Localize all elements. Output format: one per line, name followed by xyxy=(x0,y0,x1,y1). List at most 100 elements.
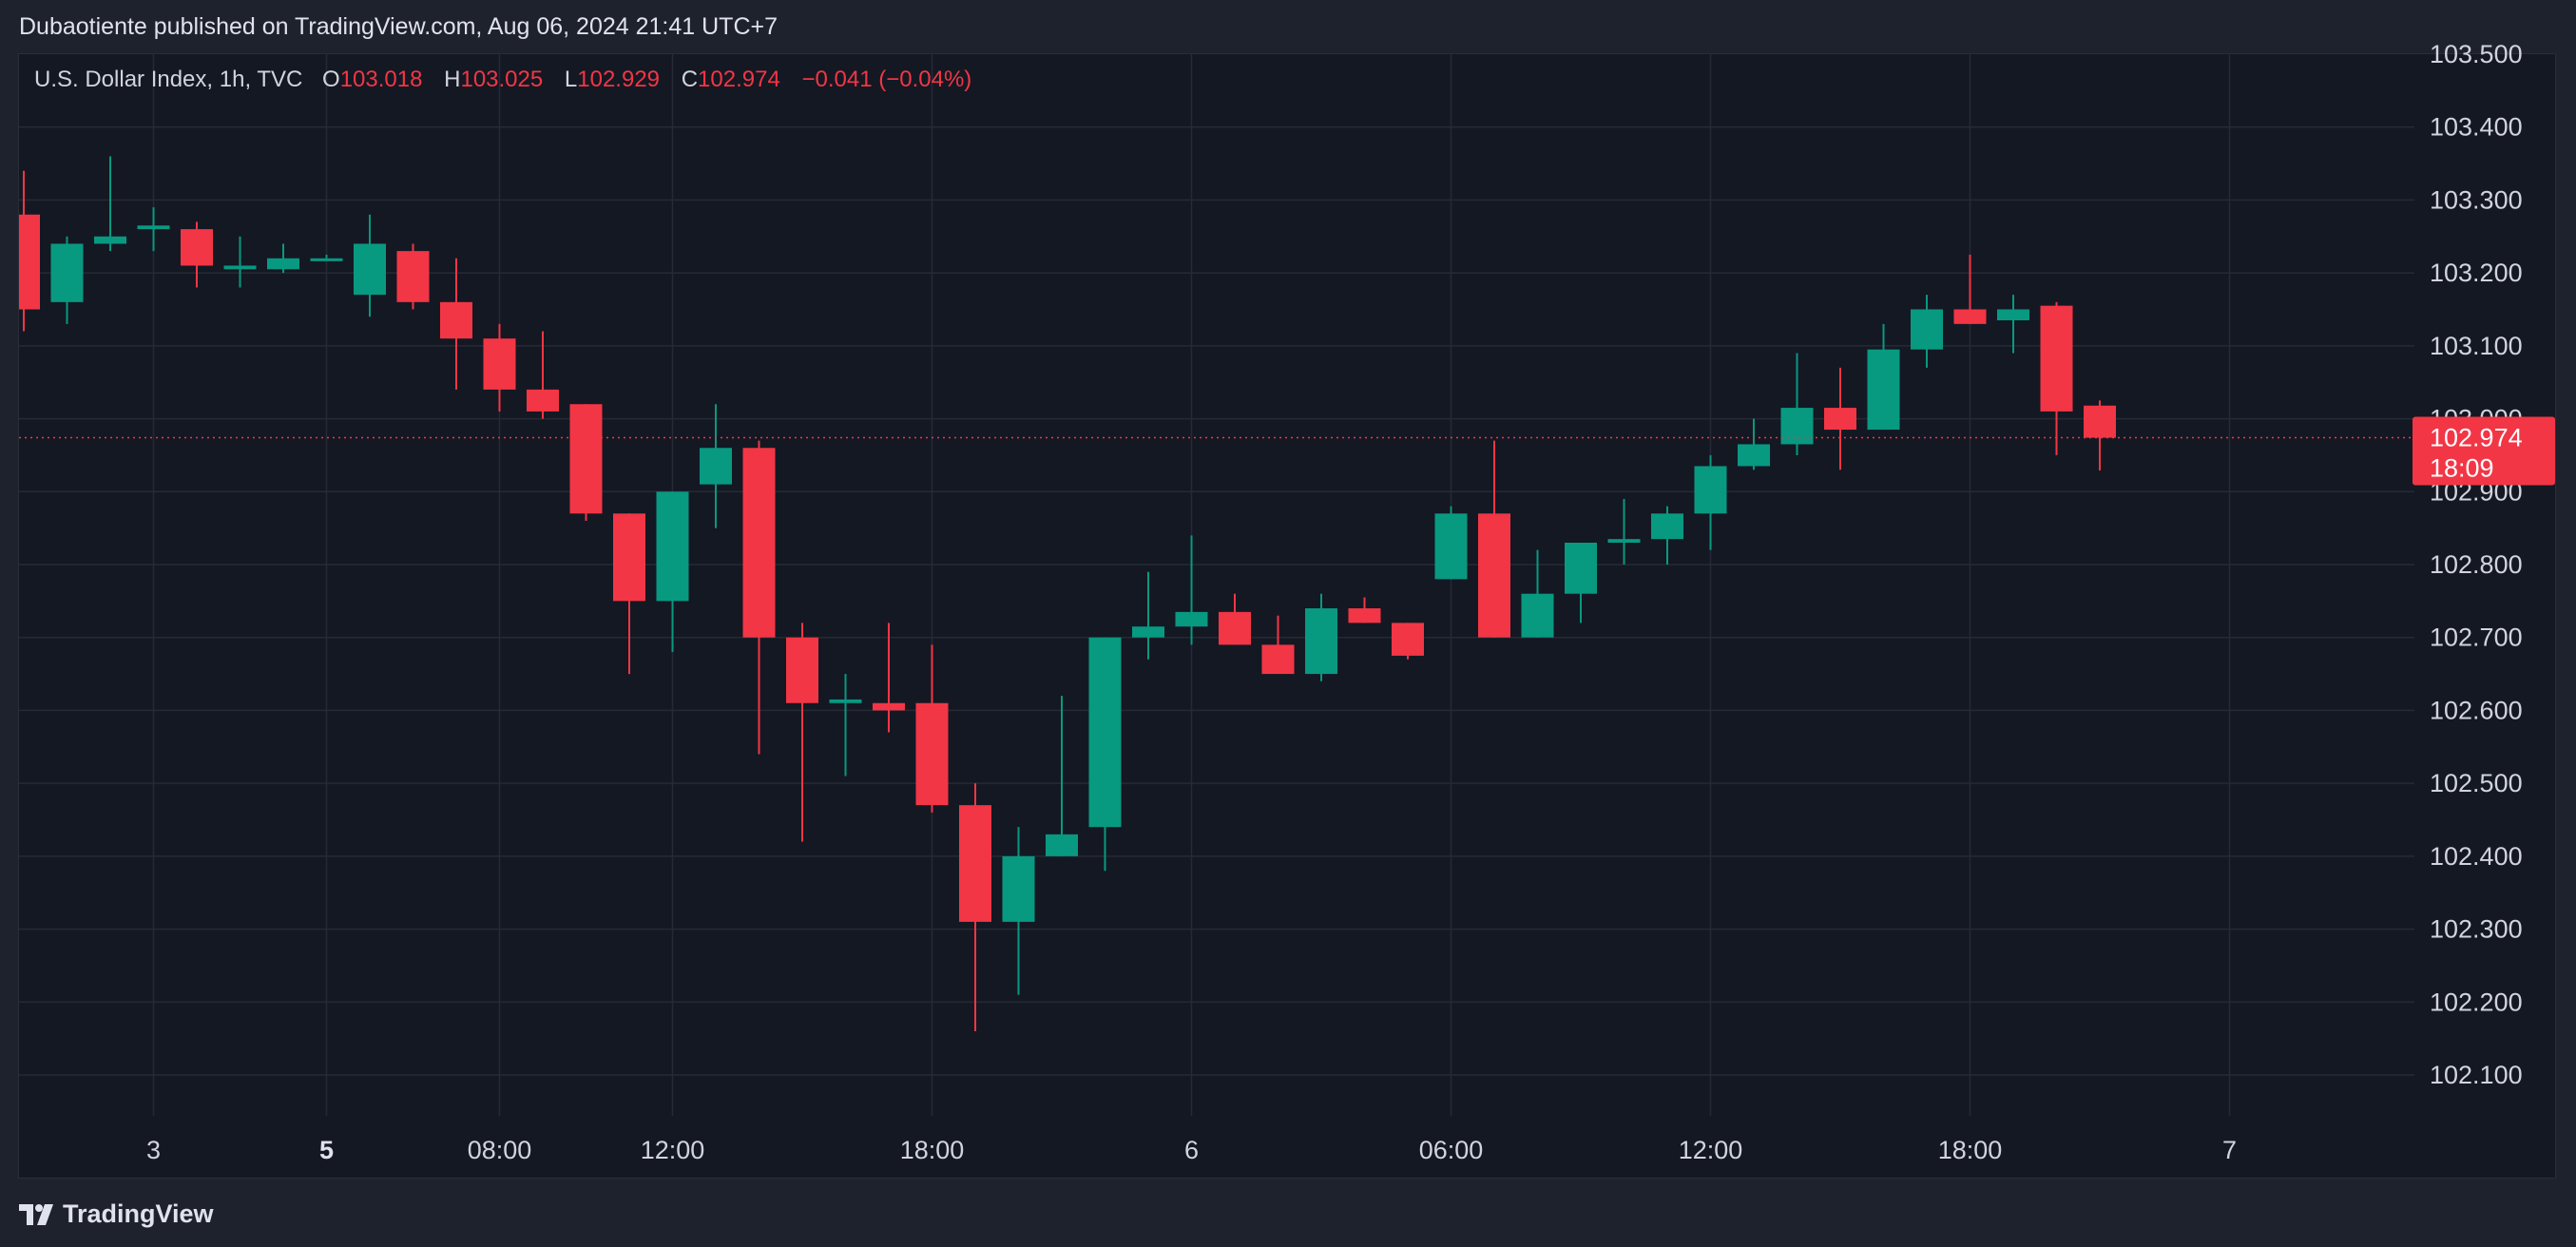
candle-body xyxy=(2084,405,2116,438)
candle xyxy=(959,783,991,1031)
published-caption: Dubaotiente published on TradingView.com… xyxy=(19,13,779,40)
candle xyxy=(527,331,559,419)
candle xyxy=(1478,440,1510,638)
candle xyxy=(94,156,126,252)
low-label: L xyxy=(564,67,578,92)
candle xyxy=(137,207,170,252)
candle-body xyxy=(1219,611,1251,645)
time-tick-label: 12:00 xyxy=(641,1136,705,1164)
candle-body xyxy=(656,491,689,602)
candle-body xyxy=(354,243,386,296)
tradingview-logo[interactable]: TradingView xyxy=(19,1199,214,1229)
time-tick-label: 08:00 xyxy=(468,1136,532,1164)
candle-body xyxy=(1392,623,1424,656)
last-price-tag: 102.974 18:09 xyxy=(2413,416,2555,486)
candle-body xyxy=(1175,611,1208,627)
candle-body xyxy=(1997,309,2029,321)
candle xyxy=(310,254,343,261)
candle xyxy=(656,491,689,653)
candle xyxy=(483,323,516,412)
candle xyxy=(1132,571,1164,660)
candle xyxy=(1565,542,1597,624)
candles xyxy=(19,156,2116,1031)
candle xyxy=(2040,301,2073,455)
candle-body xyxy=(915,702,949,806)
candle xyxy=(181,221,213,288)
candle-body xyxy=(1824,408,1856,431)
candle-body xyxy=(569,404,603,514)
candle-body xyxy=(223,265,257,270)
tradingview-logo-icon xyxy=(19,1203,53,1225)
price-tick-label: 102.600 xyxy=(2430,696,2523,724)
candle-body xyxy=(1953,309,1987,324)
price-tick-label: 103.100 xyxy=(2430,332,2523,360)
high-value: 103.025 xyxy=(460,67,544,92)
open-value: 103.018 xyxy=(339,67,423,92)
tradingview-logo-text: TradingView xyxy=(63,1199,214,1228)
candle-body xyxy=(267,258,299,270)
candle xyxy=(1911,295,1943,368)
price-tick-label: 103.500 xyxy=(2430,40,2523,68)
candle-body xyxy=(94,236,126,244)
chart-panel[interactable] xyxy=(18,53,2556,1179)
candle xyxy=(1607,498,1641,565)
candle xyxy=(1088,637,1122,872)
candle xyxy=(742,440,776,755)
candle xyxy=(1521,549,1554,638)
candle xyxy=(1348,597,1381,624)
candle-body xyxy=(1434,513,1468,580)
price-tick-label: 102.100 xyxy=(2430,1061,2523,1089)
price-tick-label: 102.200 xyxy=(2430,988,2523,1016)
candle-body xyxy=(2040,305,2073,412)
footer xyxy=(0,1179,2576,1247)
open-label: O xyxy=(322,67,340,92)
candle xyxy=(1046,696,1078,856)
candle xyxy=(1867,323,1900,431)
candle-body xyxy=(1911,309,1943,350)
time-tick-label: 18:00 xyxy=(1938,1136,2003,1164)
candle xyxy=(1694,454,1727,550)
candle xyxy=(223,236,257,288)
candle-body xyxy=(1780,408,1814,445)
price-tick-label: 102.400 xyxy=(2430,842,2523,871)
time-tick-label: 6 xyxy=(1184,1136,1199,1164)
candle xyxy=(915,644,949,813)
last-price-tag-bg xyxy=(2413,416,2555,486)
candle xyxy=(267,243,299,274)
candle-body xyxy=(137,225,170,230)
candle xyxy=(1997,295,2029,354)
candle xyxy=(569,404,603,521)
candle xyxy=(1780,353,1814,455)
time-axis: 3 5 08:00 12:00 18:00 6 06:00 12:00 18:00 7 xyxy=(146,1136,2237,1164)
candle xyxy=(1953,254,1987,324)
top-bar: Dubaotiente published on TradingView.com… xyxy=(0,0,2576,53)
chart-grid xyxy=(19,54,2414,1116)
price-tick-label: 102.800 xyxy=(2430,550,2523,579)
candle-body xyxy=(1261,644,1295,675)
candle-body xyxy=(786,637,818,703)
candle-body xyxy=(396,251,430,302)
bar-countdown: 18:09 xyxy=(2430,454,2494,483)
price-tick-label: 103.200 xyxy=(2430,259,2523,287)
candle xyxy=(873,623,905,733)
low-value: 102.929 xyxy=(577,67,661,92)
candle-body xyxy=(1607,539,1641,543)
candle xyxy=(50,236,84,324)
candle-body xyxy=(742,448,776,638)
candle-body xyxy=(1305,608,1337,675)
candle xyxy=(1305,593,1337,681)
candle-body xyxy=(613,513,645,602)
candle-body xyxy=(1132,626,1164,638)
candle-body xyxy=(1694,466,1727,514)
price-tick-label: 103.300 xyxy=(2430,185,2523,214)
candle-body xyxy=(1348,608,1381,624)
symbol-legend: U.S. Dollar Index, 1h, TVC O103.018 H103… xyxy=(34,67,971,93)
symbol-name[interactable]: U.S. Dollar Index, 1h, TVC xyxy=(34,67,303,92)
candle-body xyxy=(873,702,905,711)
candle-body xyxy=(1521,593,1554,638)
candle xyxy=(829,674,862,777)
price-tick-label: 102.500 xyxy=(2430,769,2523,797)
candle-body xyxy=(1046,834,1078,856)
candle-body xyxy=(959,805,991,922)
